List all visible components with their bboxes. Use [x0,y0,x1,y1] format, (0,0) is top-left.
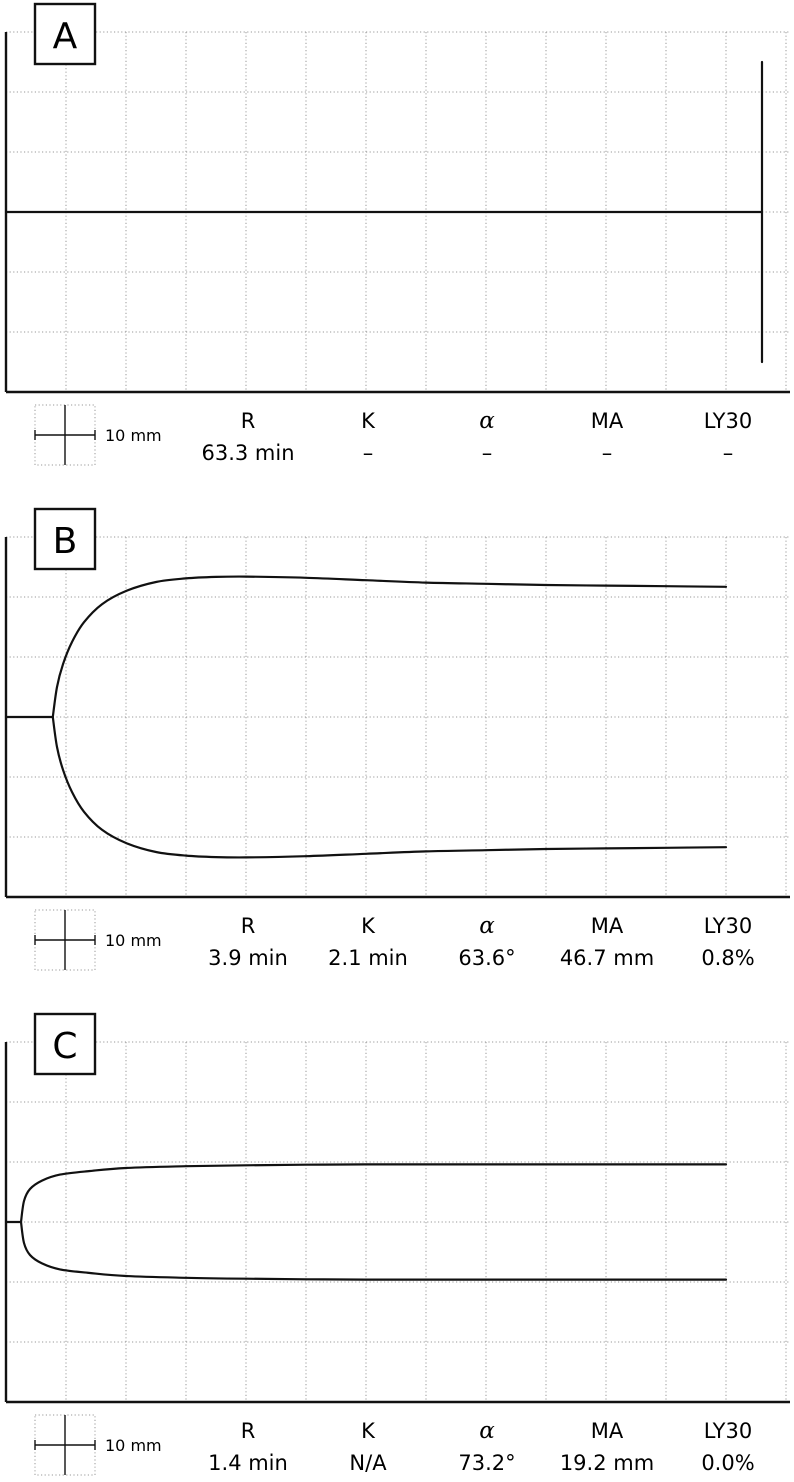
metric-header-k: K [361,1419,376,1443]
scale-legend: 10 mm [34,1414,162,1476]
metric-header-ma: MA [591,1419,624,1443]
scale-label: 10 mm [105,931,162,950]
metric-value-r: 3.9 min [208,946,288,970]
grid [6,536,790,897]
metric-value-ly30: – [723,441,734,465]
metric-header-alpha: α [479,1418,495,1444]
metric-header-r: R [241,409,256,433]
panel-b: B 10 mm R 3.9 min K 2.1 min α 63.6° MA 46.7 mm LY3… [4,507,790,971]
metric-header-ma: MA [591,914,624,938]
grid [6,1041,790,1402]
panel-letter-box: C [33,1012,97,1076]
metric-value-ly30: 0.8% [701,946,754,970]
panel-letter: C [52,1026,77,1067]
metric-value-k: 2.1 min [328,946,408,970]
panel-a: A 10 mm R 63.3 min K – α – MA – LY30 – [4,2,790,466]
scale-legend: 10 mm [34,909,162,971]
metric-value-ma: – [602,441,613,465]
trace-line [19,1220,728,1281]
trace-group [4,575,728,859]
metric-header-k: K [361,914,376,938]
trace-line [19,1163,728,1224]
metrics-row: R 63.3 min K – α – MA – LY30 – [201,408,752,465]
metric-header-alpha: α [479,408,495,434]
metric-header-ma: MA [591,409,624,433]
metric-value-r: 1.4 min [208,1451,288,1475]
metric-value-alpha: 73.2° [458,1451,515,1475]
panel-letter: A [53,16,78,57]
panel-letter: B [53,521,78,562]
metrics-row: R 1.4 min K N/A α 73.2° MA 19.2 mm LY30 0.0% [208,1418,755,1475]
metric-value-ma: 46.7 mm [560,946,654,970]
panel-letter-box: B [33,507,97,571]
metric-value-k: – [363,441,374,465]
metric-header-alpha: α [479,913,495,939]
trace-line [51,715,728,859]
scale-label: 10 mm [105,1436,162,1455]
metric-value-k: N/A [349,1451,387,1475]
panel-letter-box: A [33,2,97,66]
metric-header-k: K [361,409,376,433]
metric-header-ly30: LY30 [704,409,752,433]
metrics-row: R 3.9 min K 2.1 min α 63.6° MA 46.7 mm LY30 0.8% [208,913,755,970]
metric-header-r: R [241,1419,256,1443]
metric-value-alpha: – [482,441,493,465]
metric-header-ly30: LY30 [704,914,752,938]
trace-group [4,1163,728,1281]
trace-group [4,60,764,364]
scale-legend: 10 mm [34,404,162,466]
metric-value-ma: 19.2 mm [560,1451,654,1475]
trace-line [51,575,728,719]
metric-value-r: 63.3 min [201,441,294,465]
metric-header-r: R [241,914,256,938]
metric-value-alpha: 63.6° [458,946,515,970]
metric-header-ly30: LY30 [704,1419,752,1443]
panel-c: C 10 mm R 1.4 min K N/A α 73.2° MA 19.2 mm LY30 0.0… [4,1012,790,1476]
scale-label: 10 mm [105,426,162,445]
metric-value-ly30: 0.0% [701,1451,754,1475]
